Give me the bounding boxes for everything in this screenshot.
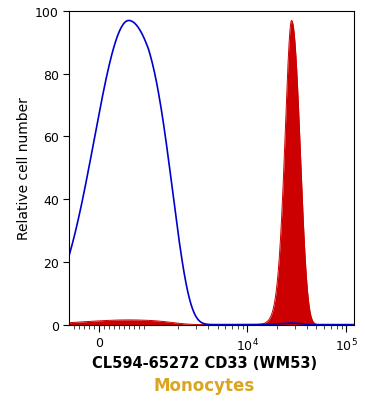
Text: WWW.PTGLAB.COM: WWW.PTGLAB.COM xyxy=(174,45,289,55)
Y-axis label: Relative cell number: Relative cell number xyxy=(17,97,31,240)
Text: Monocytes: Monocytes xyxy=(154,376,255,394)
Text: CL594-65272 CD33 (WM53): CL594-65272 CD33 (WM53) xyxy=(92,355,317,371)
